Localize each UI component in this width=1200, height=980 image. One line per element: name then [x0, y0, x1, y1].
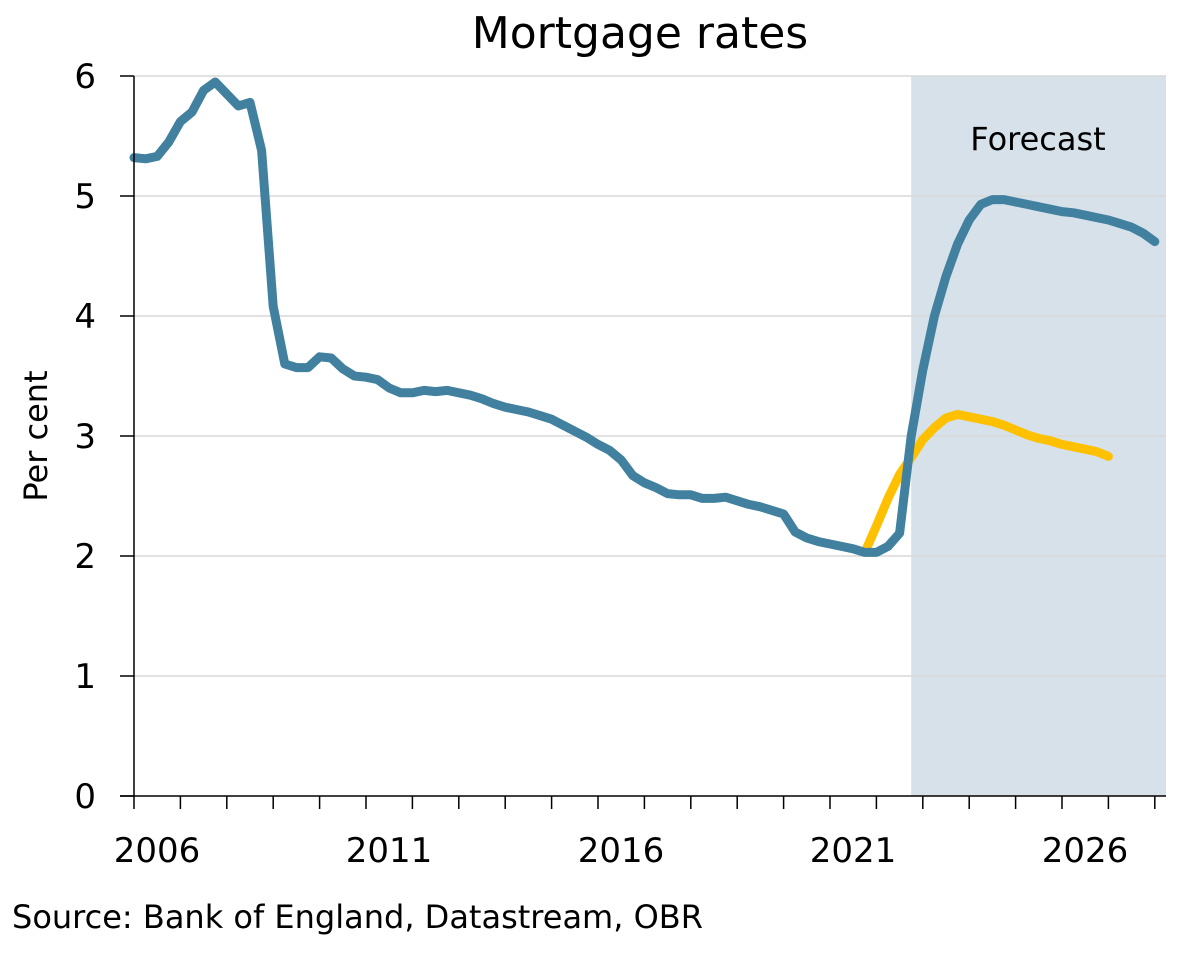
source-note: Source: Bank of England, Datastream, OBR	[12, 898, 703, 936]
y-tick-label: 5	[74, 177, 96, 217]
x-tick-label: 2026	[1042, 831, 1129, 871]
series-lines	[129, 77, 1160, 557]
y-tick-label: 2	[74, 537, 96, 577]
y-tick-label: 6	[74, 57, 96, 97]
y-tick-label: 3	[74, 417, 96, 457]
forecast-label: Forecast	[970, 120, 1105, 158]
gridlines	[134, 75, 1166, 677]
x-tick-label: 2021	[810, 831, 897, 871]
y-axis-label: Per cent	[17, 370, 55, 501]
y-tick-label: 1	[74, 657, 96, 697]
y-tick-label: 0	[74, 777, 96, 817]
chart-title: Mortgage rates	[472, 8, 808, 59]
series-line-main	[129, 77, 1160, 557]
x-tick-label: 2011	[346, 831, 433, 871]
y-tick-label: 4	[74, 297, 96, 337]
x-tick-label: 2016	[578, 831, 665, 871]
tick-labels: 0 1 2 3 4 5 6 2006 2011 2016 2021 2026	[74, 57, 1128, 871]
x-tick-label: 2006	[114, 831, 201, 871]
axes	[120, 75, 1166, 809]
